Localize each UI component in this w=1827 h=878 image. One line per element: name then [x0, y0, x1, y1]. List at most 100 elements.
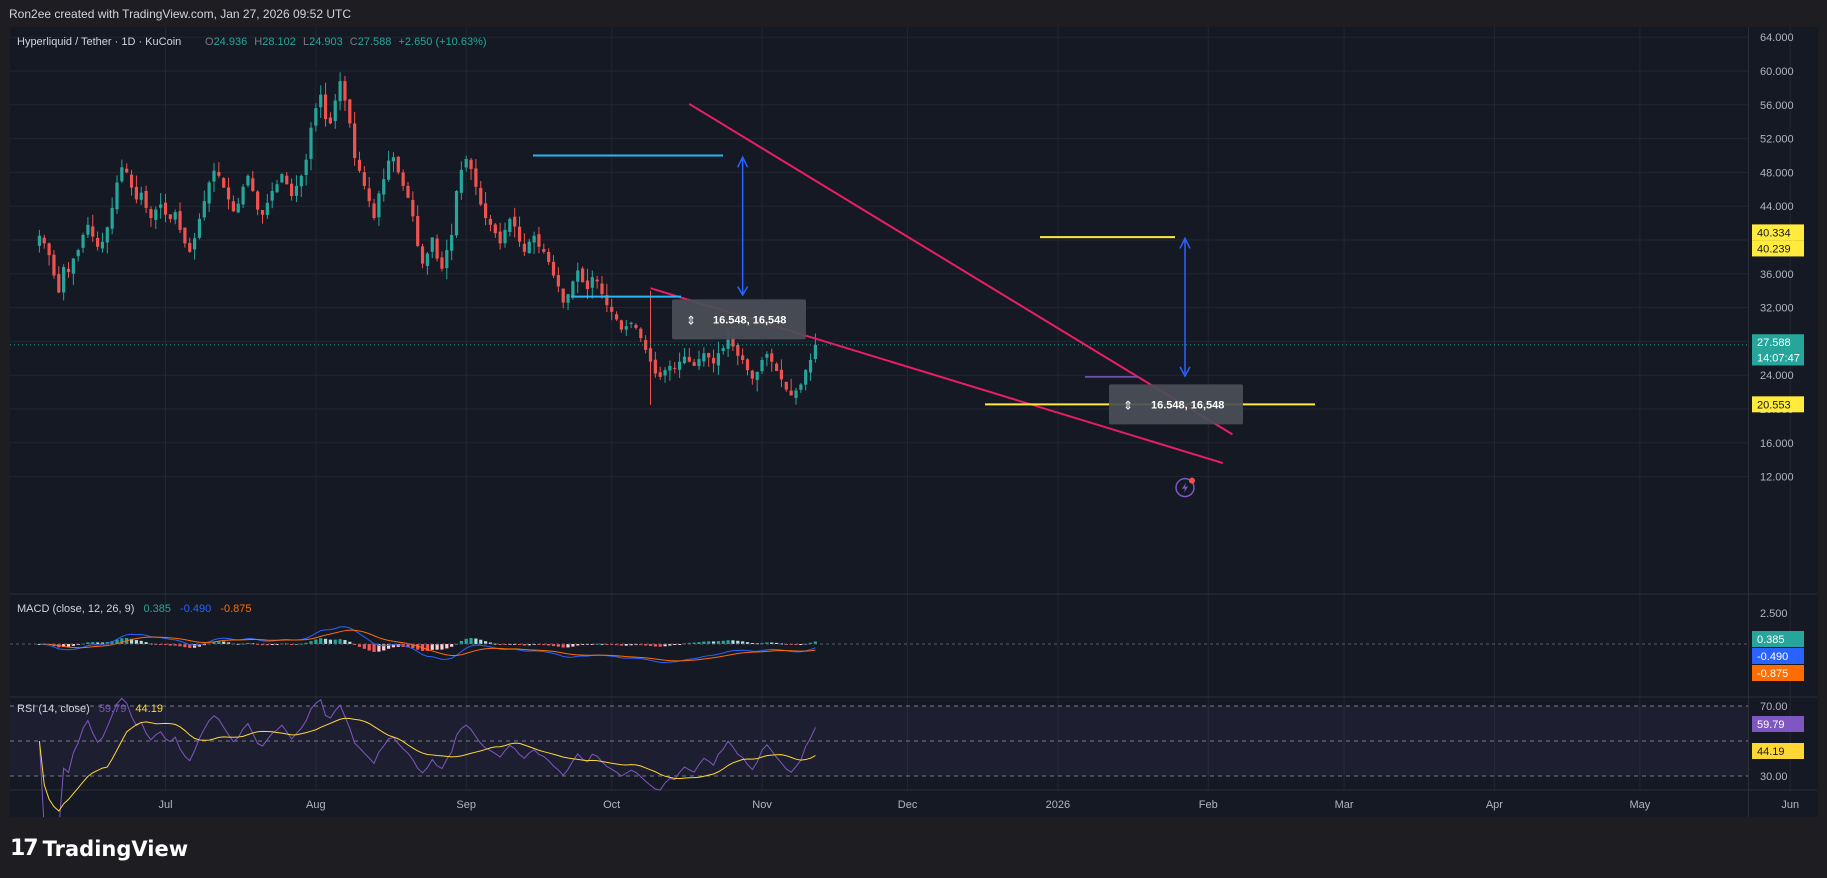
- candle-body: [285, 175, 289, 185]
- macd-histogram-bar: [328, 639, 332, 644]
- candle-body: [367, 188, 371, 202]
- macd-histogram-bar: [96, 642, 100, 644]
- candle-body: [547, 251, 551, 262]
- range-label-text: 16.548, 16,548: [713, 314, 786, 326]
- macd-histogram-bar: [377, 644, 381, 652]
- candle-body: [629, 322, 633, 324]
- macd-histogram-bar: [542, 644, 546, 646]
- event-dot: [1189, 477, 1195, 484]
- lightning-icon: [1182, 482, 1188, 493]
- macd-histogram-bar: [474, 638, 478, 644]
- candle-body: [304, 159, 308, 175]
- candle-body: [581, 268, 585, 283]
- price-label-bg: [1752, 396, 1804, 413]
- rsi-title: RSI (14, close): [17, 703, 90, 715]
- macd-legend: MACD (close, 12, 26, 9) 0.385 -0.490 -0.…: [17, 603, 252, 615]
- wedge-trendline: [688, 103, 1234, 436]
- candle-body: [440, 257, 444, 269]
- candle-body: [711, 357, 716, 364]
- candle-body: [47, 243, 51, 256]
- candle-body: [673, 367, 677, 369]
- price-labels: 40.334 40.239 27.588 14:07:47 20.553 0.385 -0.…: [1752, 224, 1804, 759]
- macd-histogram-bar: [629, 644, 633, 646]
- candle-body: [86, 224, 90, 235]
- candle-body: [770, 353, 774, 362]
- tradingview-logo[interactable]: 17 TradingView: [10, 836, 188, 861]
- candle-body: [275, 184, 279, 193]
- symbol-title: Hyperliquid / Tether · 1D · KuCoin: [17, 36, 181, 48]
- candle-body: [299, 175, 303, 187]
- candle-body: [678, 361, 682, 370]
- macd-histogram-bar: [406, 644, 410, 648]
- candle-body: [115, 182, 119, 210]
- range-icon: ⇕: [1123, 398, 1133, 412]
- candle-body: [226, 187, 231, 200]
- candle-body: [464, 158, 468, 168]
- macd-histogram-bar: [522, 644, 526, 646]
- macd-price-label-bg: [1752, 648, 1804, 664]
- macd-histogram-bar: [319, 638, 323, 644]
- range-label-box: [672, 299, 806, 340]
- candle-body: [794, 390, 798, 398]
- price-label: 14:07:47: [1757, 352, 1800, 364]
- rsi-price-label-bg: [1752, 743, 1804, 759]
- price-label-bg: [1752, 240, 1804, 257]
- candle-body: [484, 203, 488, 219]
- macd-histogram-bar: [731, 640, 735, 644]
- candle-body: [57, 274, 61, 293]
- macd-histogram-bar: [382, 644, 386, 651]
- tradingview-mark-icon: 17: [10, 836, 39, 861]
- chart-canvas[interactable]: 64.00060.00056.00052.00048.00044.00040.0…: [0, 0, 1827, 817]
- macd-histogram-bar: [707, 641, 711, 644]
- macd-histogram-bar: [299, 643, 303, 645]
- candle-body: [508, 218, 512, 232]
- macd-histogram-bar: [687, 642, 691, 644]
- candle-body: [197, 218, 202, 238]
- macd-histogram-bar: [173, 644, 177, 646]
- candle-body: [173, 212, 177, 220]
- candle-body: [566, 294, 570, 303]
- candle-body: [610, 306, 614, 312]
- candle-body: [66, 268, 71, 273]
- ohlc-high: 28.102: [262, 36, 296, 48]
- x-tick-label: Dec: [898, 799, 918, 811]
- macd-histogram-bar: [202, 644, 206, 646]
- candle-body: [779, 369, 784, 380]
- candle-body: [193, 238, 197, 250]
- price-axis[interactable]: [1748, 27, 1818, 817]
- candle-body: [556, 275, 560, 287]
- x-tick-label: Apr: [1486, 799, 1503, 811]
- rsi-band: [10, 706, 1748, 776]
- macd-histogram-bar: [668, 644, 672, 646]
- price-pane: [10, 72, 1748, 405]
- candle-body: [784, 381, 788, 390]
- macd-histogram-bar: [644, 644, 648, 646]
- candle-body: [459, 169, 463, 193]
- candle-body: [435, 238, 439, 259]
- macd-histogram-bar: [66, 644, 71, 647]
- candle-body: [479, 187, 483, 205]
- projection-arrowheads: [1179, 236, 1191, 378]
- macd-histogram-bar: [183, 644, 187, 648]
- candle-body: [231, 201, 235, 212]
- chart-panel[interactable]: [10, 27, 1748, 817]
- macd-histogram-bar: [212, 641, 216, 644]
- candle-body: [163, 202, 168, 215]
- x-tick-label: Feb: [1199, 799, 1218, 811]
- candle-body: [188, 242, 192, 252]
- macd-histogram-bar: [770, 642, 774, 644]
- brand-name: TradingView: [42, 836, 189, 861]
- macd-histogram-bar: [697, 642, 701, 644]
- footer: [0, 817, 1827, 878]
- macd-histogram-bar: [716, 641, 720, 644]
- price-label-bg: [1752, 349, 1804, 366]
- macd-histogram-bar: [566, 644, 570, 648]
- macd-histogram-bar: [799, 644, 803, 645]
- candle-body: [353, 123, 357, 159]
- candle-body: [62, 267, 66, 293]
- macd-histogram-bar: [736, 640, 740, 644]
- candle-body: [76, 250, 80, 257]
- candle-body: [236, 203, 240, 213]
- macd-histogram-bar: [634, 644, 638, 646]
- legends: Hyperliquid / Tether · 1D · KuCoin O24.9…: [17, 36, 487, 715]
